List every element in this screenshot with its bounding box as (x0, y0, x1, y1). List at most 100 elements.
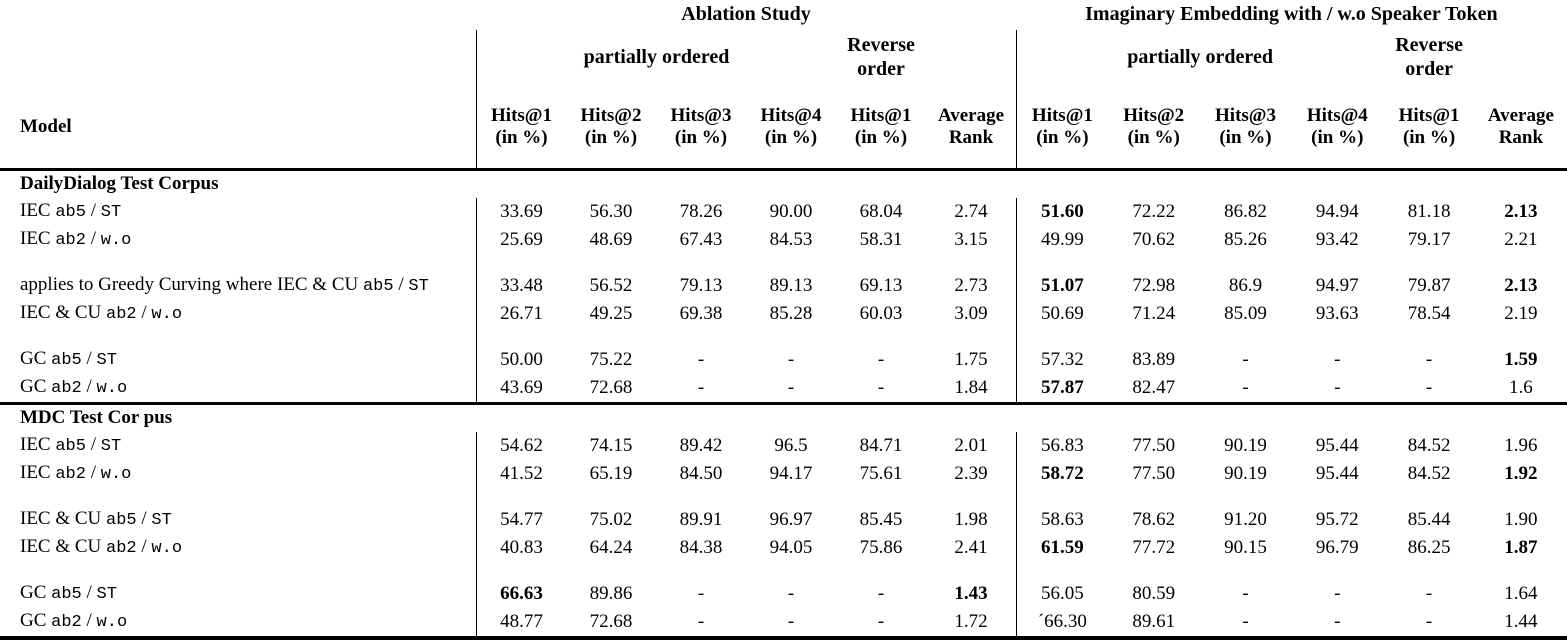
value-cell: 89.61 (1132, 610, 1176, 632)
section-title-row: DailyDialog Test Corpus (0, 171, 1567, 198)
value-cell: 2.01 (954, 434, 988, 456)
col-header-line2: (in %) (1127, 127, 1180, 148)
value-cell: 40.83 (476, 534, 566, 562)
table-row: IEC ab2 / w.o 25.69 48.69 67.43 84.53 58.31 3.… (0, 226, 1567, 254)
col-header-line2: (in %) (854, 127, 908, 148)
model-name: IEC ab2 / w.o (0, 462, 476, 485)
value-cell: 66.63 (476, 580, 566, 608)
value-cell: 83.89 (1132, 348, 1176, 370)
value-cell: - (697, 582, 705, 604)
value-cell: 79.87 (1407, 274, 1451, 296)
table-row: IEC & CU ab2 / w.o 40.83 64.24 84.38 94.05 75… (0, 534, 1567, 562)
value-cell: 43.69 (476, 374, 566, 402)
model-column-header: Model (20, 115, 72, 137)
model-name-part: ab5 (55, 203, 86, 223)
value-cell: - (697, 348, 705, 370)
col-header-hits1-reverse-g1: Hits@1 (in %) (836, 86, 926, 168)
value-cell (1016, 488, 1108, 506)
value-cell: 84.52 (1407, 462, 1451, 484)
value-cell: - (1242, 582, 1249, 604)
value-cell: 94.94 (1315, 200, 1359, 222)
value-cell: 75.02 (589, 508, 633, 530)
model-name-part: w.o (100, 231, 132, 251)
value-cell: 3.09 (954, 302, 988, 324)
model-name-part: ab2 (106, 305, 137, 325)
model-name-part: ab2 (51, 379, 82, 399)
value-cell: 49.25 (589, 302, 633, 324)
value-cell: 54.77 (476, 506, 566, 534)
value-cell: 58.63 (1016, 506, 1108, 534)
col-header-hits3-g2: Hits@3 (in %) (1200, 86, 1292, 168)
value-cell: - (1425, 348, 1433, 370)
value-cell: - (787, 582, 795, 604)
value-cell: 48.77 (476, 608, 566, 636)
value-cell: 56.52 (589, 274, 633, 296)
model-name-part: ab5 (51, 585, 82, 605)
value-cell: 67.43 (679, 228, 723, 250)
col-header-line1: Hits@1 (1398, 104, 1460, 126)
value-cell: 95.44 (1315, 462, 1359, 484)
col-header-hits3-g1: Hits@3 (in %) (656, 86, 746, 168)
model-name-part: GC (20, 582, 52, 604)
value-cell: 90.15 (1224, 536, 1267, 558)
model-name-part: / (81, 610, 97, 632)
model-name-part: ab5 (106, 511, 137, 531)
value-cell: 72.68 (589, 376, 633, 398)
value-cell: 1.98 (954, 508, 988, 530)
model-name-part: IEC & CU (20, 536, 107, 558)
value-cell: 72.68 (589, 610, 633, 632)
value-cell: - (877, 582, 885, 604)
table-row: IEC ab5 / ST 33.69 56.30 78.26 90.00 68.04 2.7… (0, 198, 1567, 226)
value-cell: 95.72 (1315, 508, 1359, 530)
value-cell: 2.39 (954, 462, 988, 484)
model-name-part: w.o (96, 379, 128, 399)
value-cell: 94.17 (769, 462, 813, 484)
value-cell: - (697, 376, 705, 398)
col-header-hits2-g1: Hits@2 (in %) (566, 86, 656, 168)
value-cell: 95.44 (1315, 434, 1359, 456)
table-row: GC ab5 / ST 66.63 89.86- - -1.43 56.05 80.59- -… (0, 580, 1567, 608)
col-header-hits4-g2: Hits@4 (in %) (1291, 86, 1383, 168)
model-name-part: / (81, 376, 97, 398)
model-name-part: ST (100, 437, 122, 457)
col-header-hits1-g2: Hits@1 (in %) (1016, 86, 1108, 168)
value-cell: 78.62 (1132, 508, 1176, 530)
section-title: MDC Test Cor pus (20, 407, 173, 429)
value-cell: - (1334, 376, 1341, 398)
model-name-part: ST (96, 351, 117, 371)
col-header-line2: (in %) (1036, 127, 1089, 148)
section-title: DailyDialog Test Corpus (20, 173, 219, 195)
col-header-average-rank-g2: Average Rank (1475, 86, 1567, 168)
value-cell: 96.97 (769, 508, 813, 530)
table-row: GC ab2 / w.o 48.77 72.68- - -1.72 ´66.30 89.61… (0, 608, 1567, 636)
value-cell: 64.24 (589, 536, 633, 558)
value-cell (476, 328, 566, 346)
col-header-line1: Hits@4 (760, 104, 822, 126)
value-cell (476, 562, 566, 580)
col-header-hits1-g1: Hits@1 (in %) (476, 86, 566, 168)
value-cell: 77.50 (1132, 462, 1176, 484)
model-name-part: / (85, 228, 101, 250)
col-header-hits1-reverse-g2: Hits@1 (in %) (1383, 86, 1475, 168)
value-cell: - (787, 610, 795, 632)
col-header-line1: Hits@2 (1123, 104, 1185, 126)
col-header-line2: (in %) (674, 127, 728, 148)
value-cell: 50.00 (476, 346, 566, 374)
col-header-line2: Rank (1498, 127, 1544, 148)
value-cell: 1.64 (1504, 582, 1538, 604)
model-name-part: / (81, 582, 97, 604)
value-cell: 71.24 (1132, 302, 1176, 324)
value-cell: 51.07 (1016, 272, 1108, 300)
model-name: GC ab2 / w.o (0, 610, 476, 633)
value-cell: 84.38 (679, 536, 723, 558)
value-cell: 1.92 (1504, 462, 1538, 484)
model-name-part: w.o (151, 539, 183, 559)
subheader-partially-ordered-g1: partially ordered (476, 30, 836, 86)
col-header-line1: Hits@3 (1215, 104, 1276, 126)
value-cell: 48.69 (589, 228, 633, 250)
value-cell: 2.73 (954, 274, 988, 296)
value-cell: 96.79 (1315, 536, 1359, 558)
model-name-part: IEC (20, 228, 56, 250)
model-name: IEC ab5 / ST (0, 434, 476, 457)
value-cell: 2.19 (1504, 302, 1538, 324)
